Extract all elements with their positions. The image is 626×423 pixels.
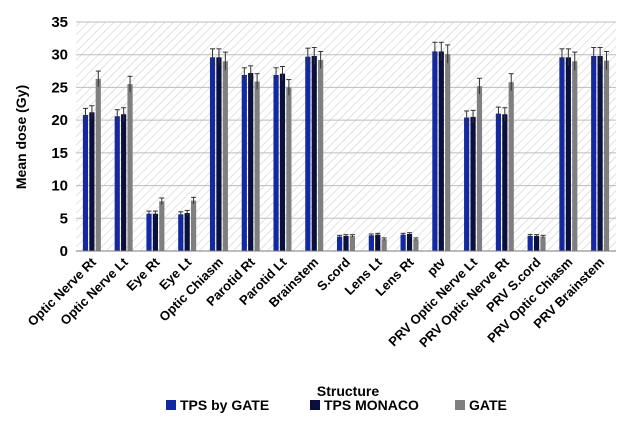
bar [445, 54, 451, 252]
bar [603, 60, 610, 251]
y-tick-label: 0 [60, 243, 68, 260]
bar [495, 113, 502, 251]
y-tick-label: 20 [51, 112, 68, 129]
bar [318, 59, 324, 251]
bar [286, 87, 292, 251]
y-tick-label: 25 [51, 79, 68, 96]
legend-label: TPS MONACO [324, 397, 419, 413]
plot-area [76, 22, 616, 251]
bar [279, 73, 286, 251]
legend-swatch [310, 400, 320, 410]
bar [273, 74, 279, 251]
bar [375, 234, 381, 251]
bar [121, 114, 127, 251]
bar [254, 81, 260, 251]
bar [349, 235, 355, 251]
bar [565, 57, 571, 252]
bar [146, 213, 152, 251]
bar [432, 51, 438, 251]
bar [464, 117, 470, 251]
bar [540, 236, 546, 251]
y-tick-label: 35 [51, 14, 68, 31]
bar [533, 235, 540, 251]
y-tick-label: 15 [51, 145, 68, 162]
bar [337, 236, 343, 251]
bar [190, 200, 197, 251]
bar [559, 57, 565, 252]
bar [114, 116, 120, 252]
x-axis-title: Structure [317, 383, 379, 399]
bar [311, 56, 317, 251]
bar [591, 56, 597, 251]
bar [127, 84, 133, 252]
bar [343, 235, 349, 251]
bar [248, 73, 254, 251]
y-tick-label: 10 [51, 178, 68, 195]
bar [241, 74, 247, 251]
bar [597, 56, 603, 251]
bar [413, 239, 419, 251]
y-tick-label: 5 [60, 210, 68, 227]
bar [95, 78, 101, 252]
bar [502, 114, 508, 251]
legend-swatch [455, 400, 465, 410]
error-bars-group [82, 41, 610, 241]
y-tick-labels: 0 5 10 15 20 25 30 35 [51, 14, 68, 260]
y-tick-label: 30 [51, 47, 68, 64]
bar [178, 214, 184, 251]
bar [381, 239, 387, 251]
bar [368, 235, 374, 251]
legend: TPS by GATE TPS MONACO GATE [166, 397, 507, 413]
bar [400, 234, 406, 251]
bar [438, 51, 444, 251]
bar [527, 235, 533, 251]
legend-label: GATE [469, 397, 507, 413]
y-axis-title: Mean dose (Gy) [13, 85, 29, 189]
bar [82, 114, 89, 251]
bar [216, 57, 222, 252]
x-tick-label: Eye Rt [123, 254, 163, 294]
bar [572, 61, 578, 251]
gridlines [76, 21, 616, 219]
bar [159, 201, 165, 251]
bar [209, 57, 216, 252]
bar [470, 116, 476, 251]
bar [184, 213, 190, 251]
legend-label: TPS by GATE [180, 397, 269, 413]
bar [89, 112, 95, 251]
bar [152, 213, 159, 251]
legend-swatch [166, 400, 176, 410]
x-tick-label: ptv [424, 254, 449, 279]
bar [508, 82, 514, 252]
bars-group [82, 51, 610, 252]
bar [406, 233, 413, 251]
bar [476, 86, 483, 252]
bar [305, 56, 311, 252]
bar [222, 61, 228, 251]
